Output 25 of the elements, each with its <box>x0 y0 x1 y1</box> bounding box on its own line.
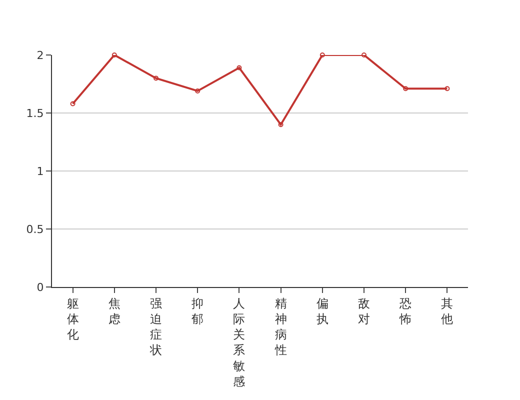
x-tick-label: 其他 <box>441 296 454 326</box>
y-tick-label: 1 <box>36 164 44 178</box>
point <box>403 86 408 92</box>
y-tick-label: 0.5 <box>26 222 44 236</box>
x-tick-label: 偏执 <box>316 296 328 326</box>
y-tick-label: 1.5 <box>26 106 44 120</box>
point <box>444 86 450 92</box>
x-tick-label: 恐怖 <box>398 296 412 326</box>
point <box>195 88 200 94</box>
x-tick-label: 抑郁 <box>192 296 204 326</box>
x-tick-label: 精神病性 <box>274 296 287 358</box>
point <box>112 52 117 58</box>
x-tick-label: 焦虑 <box>108 296 120 326</box>
y-tick-label: 0 <box>36 280 44 294</box>
point <box>362 52 366 58</box>
y-tick-label: 2 <box>36 48 44 62</box>
point <box>320 52 325 58</box>
x-tick-label: 敌对 <box>358 296 370 326</box>
point <box>70 101 76 106</box>
point <box>278 122 284 128</box>
x-tick-label: 人际关系敏感 <box>233 296 246 388</box>
point <box>154 76 158 81</box>
x-tick-label: 躯体化 <box>66 296 79 342</box>
x-tick-label: 强迫症状 <box>149 296 162 358</box>
point <box>236 65 242 70</box>
